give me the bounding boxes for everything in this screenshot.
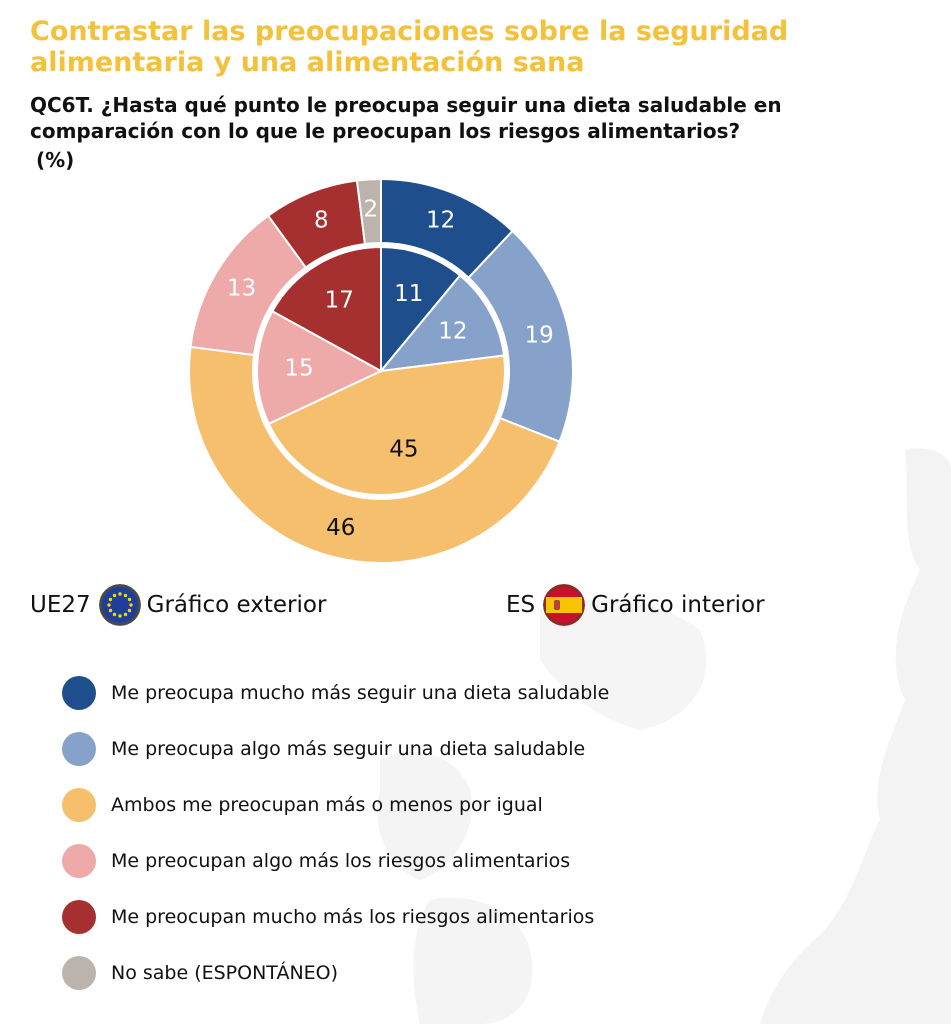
- legend-label: Ambos me preocupan más o menos por igual: [111, 794, 543, 816]
- legend-swatch: [62, 956, 96, 990]
- inner-ring-value-label: 12: [438, 318, 467, 344]
- legend-item: No sabe (ESPONTÁNEO): [62, 945, 609, 1001]
- legend-item: Ambos me preocupan más o menos por igual: [62, 777, 609, 833]
- outer-ring-slice: [355, 177, 382, 246]
- legend-item: Me preocupa mucho más seguir una dieta s…: [62, 665, 609, 721]
- inner-ring: [256, 245, 506, 496]
- outer-ring-key: UE27 Gráfico exterior: [30, 580, 326, 630]
- outer-country-label: UE27: [30, 592, 91, 618]
- inner-chart-label: Gráfico interior: [591, 592, 765, 618]
- legend-label: Me preocupan algo más los riesgos alimen…: [111, 850, 571, 872]
- page-title: Contrastar las preocupaciones sobre la s…: [30, 16, 789, 78]
- unit-label: (%): [36, 148, 75, 172]
- legend: Me preocupa mucho más seguir una dieta s…: [62, 665, 609, 1001]
- outer-chart-label: Gráfico exterior: [146, 592, 327, 618]
- legend-label: Me preocupan mucho más los riesgos alime…: [111, 906, 595, 928]
- legend-label: Me preocupa mucho más seguir una dieta s…: [111, 682, 610, 704]
- outer-ring-value-label: 46: [326, 515, 355, 541]
- legend-swatch: [62, 732, 96, 766]
- inner-ring-key: ES Gráfico interior: [506, 580, 765, 630]
- legend-item: Me preocupan algo más los riesgos alimen…: [62, 833, 609, 889]
- inner-ring-value-label: 45: [389, 437, 418, 463]
- eu-flag-icon: [98, 584, 141, 626]
- spain-flag-icon: [543, 584, 586, 626]
- outer-ring-value-label: 19: [524, 323, 553, 349]
- outer-ring-value-label: 8: [314, 207, 329, 233]
- outer-ring: [188, 177, 574, 564]
- inner-ring-value-label: 11: [394, 281, 423, 307]
- legend-label: No sabe (ESPONTÁNEO): [111, 962, 339, 984]
- outer-ring-value-label: 12: [426, 207, 455, 233]
- inner-ring-value-label: 15: [284, 355, 313, 381]
- inner-ring-value-label: 17: [325, 287, 354, 313]
- legend-swatch: [62, 676, 96, 710]
- data-labels: 12 19 46 13 8 2 11 12 45 15 17: [227, 196, 554, 541]
- legend-swatch: [62, 900, 96, 934]
- inner-ring-slice: [378, 274, 506, 373]
- legend-item: Me preocupa algo más seguir una dieta sa…: [62, 721, 609, 777]
- inner-ring-slice: [380, 245, 462, 374]
- outer-ring-value-label: 2: [364, 196, 379, 222]
- inner-ring-slice: [256, 309, 384, 426]
- inner-ring-slice: [267, 354, 506, 496]
- outer-ring-value-label: 13: [227, 276, 256, 302]
- legend-item: Me preocupan mucho más los riesgos alime…: [62, 889, 609, 945]
- outer-ring-slice: [188, 345, 561, 564]
- inner-ring-slice: [270, 245, 382, 373]
- legend-swatch: [62, 844, 96, 878]
- legend-label: Me preocupa algo más seguir una dieta sa…: [111, 738, 586, 760]
- question-text: QC6T. ¿Hasta qué punto le preocupa segui…: [30, 93, 782, 143]
- inner-country-label: ES: [506, 592, 536, 618]
- legend-swatch: [62, 788, 96, 822]
